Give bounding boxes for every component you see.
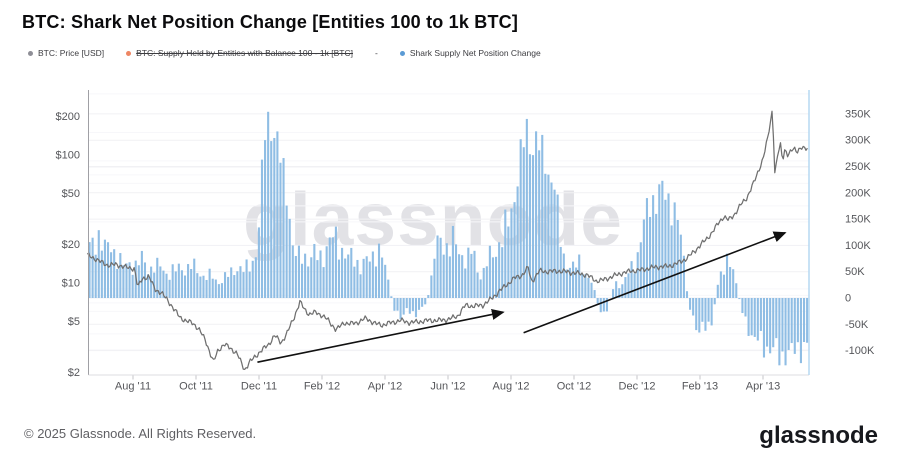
svg-text:$5: $5 <box>68 316 80 328</box>
legend-dot-orange <box>126 50 132 56</box>
x-axis-labels: Aug '11 Oct '11 Dec '11 Feb '12 Apr '12 Jun '… <box>115 375 781 393</box>
svg-text:0: 0 <box>845 293 851 305</box>
svg-text:Oct '11: Oct '11 <box>179 381 213 393</box>
copyright-text: © 2025 Glassnode. All Rights Reserved. <box>24 426 257 441</box>
svg-text:350K: 350K <box>845 108 871 120</box>
svg-text:300K: 300K <box>845 135 871 147</box>
legend-item-supply-held[interactable]: BTC: Supply Held by Entities with Balanc… <box>126 48 353 58</box>
trend-arrows <box>257 231 787 363</box>
page-title: BTC: Shark Net Position Change [Entities… <box>22 12 519 32</box>
svg-text:50K: 50K <box>845 266 865 278</box>
axes <box>88 90 810 376</box>
legend-separator: - <box>374 48 378 58</box>
svg-text:Oct '12: Oct '12 <box>557 381 592 393</box>
btc-price-line <box>86 110 808 371</box>
svg-text:$100: $100 <box>56 150 80 162</box>
gridlines <box>88 93 809 352</box>
glassnode-logo: glassnode <box>759 422 878 449</box>
svg-text:Dec '11: Dec '11 <box>241 381 277 393</box>
svg-text:Apr '12: Apr '12 <box>368 381 403 393</box>
legend-item-btc-price[interactable]: BTC: Price [USD] <box>28 48 104 58</box>
svg-text:200K: 200K <box>845 187 871 199</box>
legend-dot-blue <box>399 50 405 56</box>
svg-text:Feb '13: Feb '13 <box>682 381 718 393</box>
legend-label: BTC: Supply Held by Entities with Balanc… <box>136 48 353 58</box>
svg-text:$50: $50 <box>62 188 80 200</box>
svg-text:$2: $2 <box>68 367 80 379</box>
svg-text:$10: $10 <box>62 278 80 290</box>
price-axis-labels: $200 $100 $50 $20 $10 $5 $2 <box>56 111 80 379</box>
svg-text:Aug '11: Aug '11 <box>115 381 151 393</box>
chart-legend: BTC: Price [USD] BTC: Supply Held by Ent… <box>28 48 563 58</box>
svg-text:Apr '13: Apr '13 <box>746 381 781 393</box>
svg-text:$20: $20 <box>62 239 80 251</box>
svg-text:250K: 250K <box>845 161 871 173</box>
svg-text:Aug '12: Aug '12 <box>493 381 530 393</box>
svg-text:Jun '12: Jun '12 <box>430 381 465 393</box>
svg-text:-50K: -50K <box>845 319 869 331</box>
legend-label: Shark Supply Net Position Change <box>409 48 541 58</box>
net-position-axis-labels: 350K 300K 250K 200K 150K 100K 50K 0 -50K -100K <box>845 108 875 357</box>
legend-label: BTC: Price [USD] <box>38 48 105 58</box>
svg-text:100K: 100K <box>845 240 871 252</box>
svg-text:Dec '12: Dec '12 <box>619 381 656 393</box>
svg-text:Feb '12: Feb '12 <box>304 381 340 393</box>
svg-text:150K: 150K <box>845 214 871 226</box>
svg-text:$200: $200 <box>56 111 80 123</box>
svg-text:-100K: -100K <box>845 345 875 357</box>
legend-dot-gray <box>28 50 33 56</box>
legend-item-shark-net-position[interactable]: Shark Supply Net Position Change <box>399 48 541 58</box>
